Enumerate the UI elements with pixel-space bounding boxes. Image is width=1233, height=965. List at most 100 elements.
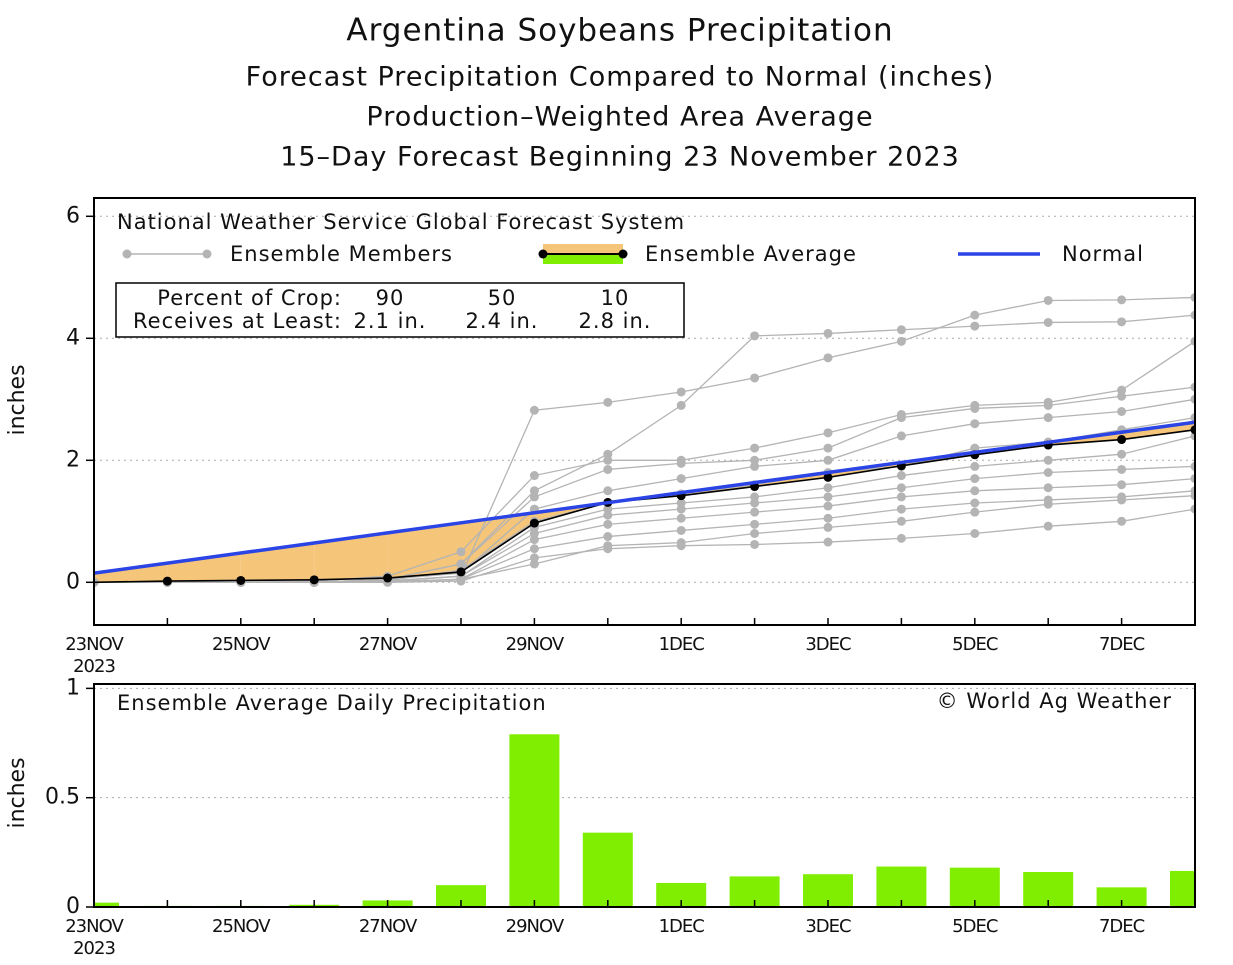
member-point [1117,391,1127,401]
member-point [750,529,760,538]
average-point [383,573,393,583]
member-point [529,405,539,415]
member-point [603,510,613,520]
member-point [750,443,760,453]
member-point [750,373,760,383]
legend-swatch [543,254,623,264]
member-point [896,492,906,502]
member-point [823,522,833,532]
member-point [1043,483,1053,493]
overlay: 0 2 4 6 23NOV 25NOV 27NOV 29NOV 1DEC 3DEC 5DEC 7DEC… [45,197,1196,959]
member-point [676,538,686,548]
member-line [94,495,1195,583]
anomaly-area [94,563,168,583]
member-point [1190,491,1195,501]
x-tick-label: 7DEC [1099,916,1145,937]
bar [1170,870,1195,907]
member-point [823,537,833,547]
member-point [970,403,980,413]
x-tick-label: 29NOV [506,916,565,937]
subtitle: 15–Day Forecast Beginning 23 November 20… [280,142,960,173]
member-point [529,492,539,502]
y-tick-label: 0.5 [45,785,80,810]
member-point [1043,521,1053,531]
member-point [603,532,613,542]
crop-amount: 2.8 in. [579,309,652,333]
member-point [823,455,833,465]
plot-area [94,687,1195,907]
member-point [896,336,906,346]
x-tick-label: 25NOV [212,916,271,937]
member-point [1190,413,1195,423]
x-year-label: 2023 [73,938,115,959]
average-point [456,567,466,577]
member-point [823,443,833,453]
x-tick-label: 27NOV [359,634,418,655]
member-point [970,461,980,471]
member-point [1043,468,1053,477]
member-point [603,519,613,529]
crop-percent: 90 [376,286,405,310]
crop-amount: 2.4 in. [466,309,539,333]
member-point [970,321,980,331]
legend-label: Ensemble Average [645,242,857,266]
legend-swatch [543,244,623,254]
member-point [896,516,906,526]
member-point [823,483,833,493]
member-point [970,310,980,320]
member-point [750,507,760,517]
member-point [750,461,760,471]
member-point [823,328,833,338]
member-point [970,474,980,484]
average-point [309,575,319,585]
member-point [676,387,686,397]
y-tick-label: 4 [66,325,80,350]
y-tick-label: 1 [66,675,80,700]
member-point [896,533,906,543]
bar [509,734,560,907]
x-tick-label: 25NOV [212,634,271,655]
average-point [529,518,539,528]
chart-title: Argentina Soybeans Precipitation [346,13,893,49]
y-axis-label: inches [5,757,30,828]
member-point [823,492,833,502]
member-point [970,486,980,496]
member-point [456,574,466,584]
member-point [1117,464,1127,474]
anomaly-area [1121,422,1195,440]
legend-swatch [538,249,548,259]
member-point [676,474,686,484]
x-tick-label: 5DEC [952,916,998,937]
member-point [676,513,686,523]
member-point [896,471,906,481]
member-point [970,498,980,508]
member-point [896,504,906,514]
plot-frame [93,197,1196,626]
bar [436,885,486,907]
average-point [162,576,172,586]
member-point [529,544,539,554]
crop-percent: 50 [488,286,517,310]
member-point [529,471,539,481]
legend-swatch [122,249,132,259]
crop-row-label: Receives at Least: [133,309,342,333]
member-line [94,296,1195,583]
member-point [970,529,980,538]
member-point [750,519,760,529]
x-tick-label: 3DEC [805,916,851,937]
x-tick-label: 29NOV [506,634,565,655]
bar [582,832,633,907]
member-point [1043,400,1053,410]
member-point [896,483,906,493]
member-point [1117,317,1127,327]
member-point [1117,495,1127,505]
subtitle: Production–Weighted Area Average [366,102,873,133]
member-point [603,541,613,551]
member-point [823,353,833,363]
legend-label: Normal [1062,242,1144,266]
anomaly-area [314,532,388,580]
bar [1096,887,1147,907]
member-point [1043,295,1053,305]
member-line [94,314,1195,583]
